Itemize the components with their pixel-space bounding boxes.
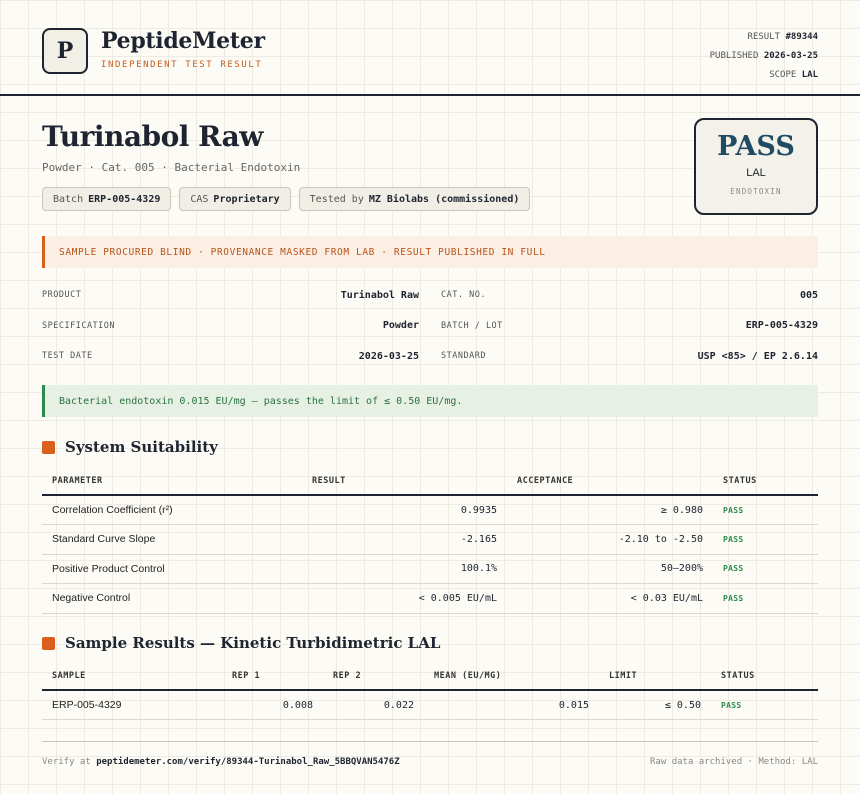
cell-result: 100.1% xyxy=(302,554,507,584)
cell-result: -2.165 xyxy=(302,524,507,555)
table-row: ERP-005-4329 0.008 0.022 0.015 ≤ 0.50 PA… xyxy=(42,690,818,720)
table-header-row: SAMPLE REP 1 REP 2 MEAN (EU/MG) LIMIT ST… xyxy=(42,662,818,691)
table-row: Standard Curve Slope -2.165 -2.10 to -2.… xyxy=(42,524,818,555)
cell-acceptance: ≥ 0.980 xyxy=(507,495,713,525)
info-grid: PRODUCT Turinabol Raw CAT. NO. 005 SPECIFI… xyxy=(42,280,818,372)
cell-rep2: 0.022 xyxy=(323,690,424,720)
info-value: ERP-005-4329 xyxy=(745,320,818,332)
info-label: PRODUCT xyxy=(42,290,82,301)
col-header: STATUS xyxy=(711,662,818,691)
table-row: Negative Control < 0.005 EU/mL < 0.03 EU… xyxy=(42,583,818,614)
col-header: ACCEPTANCE xyxy=(507,467,713,496)
info-value: Powder xyxy=(382,320,419,332)
cell-parameter: Correlation Coefficient (r²) xyxy=(42,495,302,525)
info-label: STANDARD xyxy=(441,351,486,362)
stamp-method: LAL xyxy=(746,167,766,179)
cell-parameter: Positive Product Control xyxy=(42,554,302,584)
cell-result: 0.9935 xyxy=(302,495,507,525)
meta-scope: SCOPE LAL xyxy=(769,70,818,80)
status-badge: PASS xyxy=(713,583,818,614)
col-header: PARAMETER xyxy=(42,467,302,496)
cell-rep1: 0.008 xyxy=(222,690,323,720)
info-label: SPECIFICATION xyxy=(42,320,116,331)
info-value: Turinabol Raw xyxy=(340,289,419,301)
brand-name: PeptideMeter xyxy=(101,28,265,54)
table-row: Correlation Coefficient (r²) 0.9935 ≥ 0.… xyxy=(42,495,818,525)
status-badge: PASS xyxy=(713,554,818,584)
report-meta: RESULT #89344 PUBLISHED 2026-03-25 SCOPE… xyxy=(710,28,818,85)
verify-link[interactable]: peptidemeter.com/verify/89344-Turinabol_… xyxy=(96,757,400,767)
section-title-samples: Sample Results — Kinetic Turbidimetric L… xyxy=(42,634,440,652)
cell-acceptance: 50–200% xyxy=(507,554,713,584)
info-label: CAT. NO. xyxy=(441,290,486,301)
report-header: P PeptideMeter INDEPENDENT TEST RESULT R… xyxy=(0,0,860,96)
info-row: TEST DATE 2026-03-25 STANDARD USP <85> / E… xyxy=(42,341,818,372)
pass-stamp: PASS LAL ENDOTOXIN xyxy=(694,118,818,215)
product-title: Turinabol Raw xyxy=(42,120,263,153)
product-subtitle: Powder · Cat. 005 · Bacterial Endotoxin xyxy=(42,161,301,174)
status-badge: PASS xyxy=(711,690,818,720)
result-summary-bar: Bacterial endotoxin 0.015 EU/mg — passes… xyxy=(42,385,818,417)
status-badge: PASS xyxy=(713,524,818,555)
cell-acceptance: < 0.03 EU/mL xyxy=(507,583,713,614)
col-header: REP 2 xyxy=(323,662,424,691)
info-value: USP <85> / EP 2.6.14 xyxy=(697,350,818,362)
chip-cas: CAS Proprietary xyxy=(179,187,291,211)
meta-result: RESULT #89344 xyxy=(747,32,818,42)
info-value: 005 xyxy=(799,289,818,301)
cell-parameter: Negative Control xyxy=(42,583,302,614)
table-header-row: PARAMETER RESULT ACCEPTANCE STATUS xyxy=(42,467,818,496)
provenance-banner: SAMPLE PROCURED BLIND · PROVENANCE MASKE… xyxy=(42,236,818,268)
samples-table: SAMPLE REP 1 REP 2 MEAN (EU/MG) LIMIT ST… xyxy=(42,662,818,720)
footer-verify: Verify at peptidemeter.com/verify/89344-… xyxy=(42,757,400,767)
section-title-suitability: System Suitability xyxy=(42,438,218,456)
brand-subtitle: INDEPENDENT TEST RESULT xyxy=(101,60,263,70)
info-label: TEST DATE xyxy=(42,351,93,362)
col-header: MEAN (EU/MG) xyxy=(424,662,599,691)
cell-limit: ≤ 0.50 xyxy=(599,690,711,720)
cell-parameter: Standard Curve Slope xyxy=(42,524,302,555)
product-chips: Batch ERP-005-4329 CAS Proprietary Tested … xyxy=(42,187,531,211)
info-value: 2026-03-25 xyxy=(358,350,419,362)
col-header: SAMPLE xyxy=(42,662,222,691)
col-header: REP 1 xyxy=(222,662,323,691)
cell-acceptance: -2.10 to -2.50 xyxy=(507,524,713,555)
footer-divider xyxy=(42,741,818,742)
section-marker-icon xyxy=(42,636,55,650)
stamp-category: ENDOTOXIN xyxy=(730,187,782,196)
cell-sample: ERP-005-4329 xyxy=(42,690,222,720)
info-label: BATCH / LOT xyxy=(441,320,503,331)
suitability-table: PARAMETER RESULT ACCEPTANCE STATUS Corre… xyxy=(42,467,818,614)
info-row: SPECIFICATION Powder BATCH / LOT ERP-005-4… xyxy=(42,311,818,342)
stamp-verdict: PASS xyxy=(717,131,795,162)
footer-note: Raw data archived · Method: LAL xyxy=(650,757,818,767)
chip-batch: Batch ERP-005-4329 xyxy=(42,187,172,211)
cell-result: < 0.005 EU/mL xyxy=(302,583,507,614)
col-header: RESULT xyxy=(302,467,507,496)
col-header: STATUS xyxy=(713,467,818,496)
section-marker-icon xyxy=(42,440,55,454)
cell-mean: 0.015 xyxy=(424,690,599,720)
table-row: Positive Product Control 100.1% 50–200% … xyxy=(42,554,818,584)
logo-badge: P xyxy=(42,28,88,74)
chip-tested-by: Tested by MZ Biolabs (commissioned) xyxy=(298,187,531,211)
info-row: PRODUCT Turinabol Raw CAT. NO. 005 xyxy=(42,280,818,311)
meta-published: PUBLISHED 2026-03-25 xyxy=(709,51,818,61)
status-badge: PASS xyxy=(713,495,818,525)
col-header: LIMIT xyxy=(599,662,711,691)
